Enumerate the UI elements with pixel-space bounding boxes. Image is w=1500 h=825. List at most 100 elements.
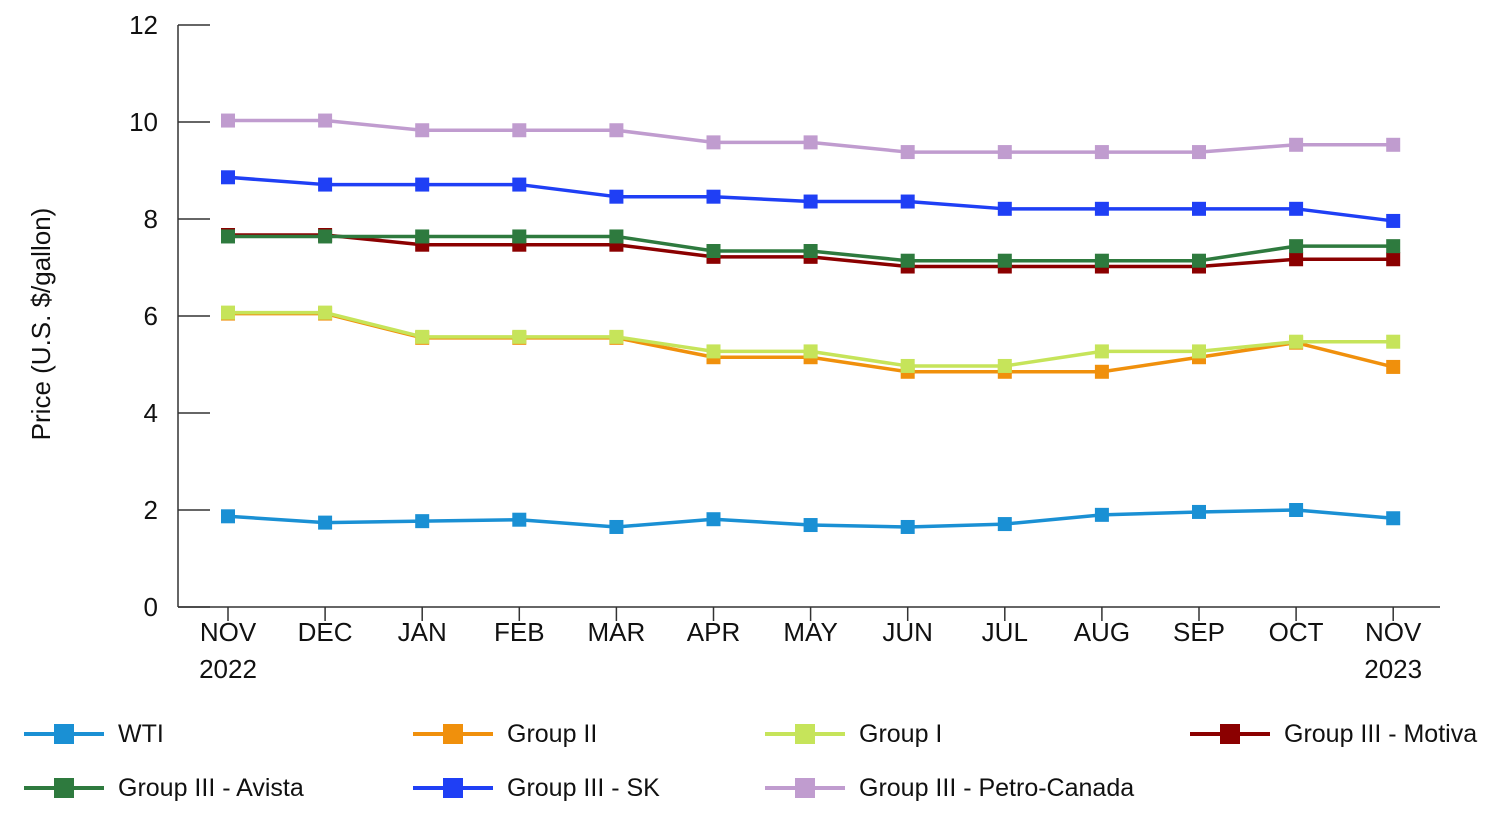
legend-swatch	[24, 776, 104, 800]
x-tick-label: JAN	[398, 617, 447, 647]
x-tick-label: FEB	[494, 617, 545, 647]
legend-swatch	[413, 776, 493, 800]
data-point	[706, 189, 721, 204]
data-point	[900, 145, 915, 160]
line-chart: 0 2 4 6 8 10 12 NOV 2022 DEC JAN FEB MAR APR MAY JUN JUL…	[26, 10, 1440, 684]
data-point	[997, 201, 1012, 216]
data-point	[900, 519, 915, 534]
legend-item-group-iii-avista: Group III - Avista	[24, 768, 304, 808]
data-point	[221, 509, 235, 524]
legend-swatch	[765, 722, 845, 746]
y-tick-label: 12	[129, 10, 158, 40]
data-point	[706, 344, 721, 359]
data-point	[803, 194, 818, 209]
data-point	[1289, 334, 1304, 349]
x-tick-label: DEC	[298, 617, 353, 647]
legend-swatch-marker	[795, 778, 815, 798]
data-point	[609, 229, 624, 244]
data-point	[318, 305, 333, 320]
data-point	[1289, 252, 1304, 267]
y-tick-label: 10	[129, 107, 158, 137]
y-axis-title: Price (U.S. $/gallon)	[26, 208, 56, 441]
data-point	[221, 229, 235, 244]
data-point	[512, 512, 527, 527]
data-point	[803, 244, 818, 259]
legend-item-wti: WTI	[24, 714, 164, 754]
legend-label: Group III - Petro-Canada	[859, 773, 1135, 802]
data-point	[318, 177, 333, 192]
y-tick-label: 0	[144, 592, 158, 622]
series-wti	[221, 503, 1401, 534]
legend-swatch	[24, 722, 104, 746]
data-point	[1386, 239, 1401, 254]
legend-swatch-marker	[1220, 724, 1240, 744]
data-point	[1289, 201, 1304, 216]
series-group-i	[221, 305, 1401, 373]
legend-label: WTI	[118, 719, 164, 748]
data-point	[900, 253, 915, 268]
data-point	[997, 517, 1012, 532]
legend-item-group-iii-petro-canada: Group III - Petro-Canada	[765, 768, 1134, 808]
data-point	[512, 329, 527, 344]
data-point	[512, 177, 527, 192]
data-point	[1192, 344, 1206, 359]
data-point	[415, 514, 430, 529]
axes-layer: 0 2 4 6 8 10 12 NOV 2022 DEC JAN FEB MAR APR MAY JUN JUL…	[129, 10, 1440, 684]
data-point	[997, 145, 1012, 160]
series-group-iii-avista	[221, 229, 1401, 268]
legend-label: Group III - SK	[507, 773, 660, 802]
x-tick-label: SEP	[1173, 617, 1225, 647]
data-point	[609, 329, 624, 344]
y-tick-label: 8	[144, 204, 158, 234]
x-tick-label: MAR	[588, 617, 646, 647]
data-point	[415, 329, 430, 344]
legend-item-group-ii: Group II	[413, 714, 597, 754]
x-tick-label: JUN	[882, 617, 933, 647]
data-point	[1192, 253, 1206, 268]
data-point	[1386, 334, 1401, 349]
data-point	[415, 177, 430, 192]
x-tick-label: AUG	[1074, 617, 1130, 647]
data-point	[803, 135, 818, 150]
data-point	[1386, 213, 1401, 228]
data-point	[221, 305, 235, 320]
legend-label: Group III - Avista	[118, 773, 304, 802]
x-tick-label: JUL	[982, 617, 1028, 647]
x-tick-label: NOV	[200, 617, 257, 647]
data-point	[512, 229, 527, 244]
data-point	[318, 515, 333, 530]
legend-label: Group I	[859, 719, 943, 748]
legend-item-group-iii-motiva: Group III - Motiva	[1190, 714, 1477, 754]
data-point	[1386, 137, 1401, 152]
data-point	[1094, 344, 1109, 359]
legend: WTI Group II Group I Group III - Motiva Grou…	[0, 700, 1500, 820]
data-point	[512, 123, 527, 138]
x-tick-label: NOV	[1365, 617, 1422, 647]
legend-swatch-marker	[443, 724, 463, 744]
data-point	[1289, 137, 1304, 152]
data-point	[900, 358, 915, 373]
series-group-iii-sk	[221, 170, 1401, 228]
x-tick-label: OCT	[1269, 617, 1324, 647]
data-point	[997, 253, 1012, 268]
data-point	[1386, 359, 1401, 374]
data-point	[1386, 252, 1401, 267]
legend-swatch-marker	[795, 724, 815, 744]
x-tick-year-label: 2023	[1364, 654, 1422, 684]
data-point	[1094, 507, 1109, 522]
series-layer	[221, 113, 1401, 534]
legend-swatch	[1190, 722, 1270, 746]
legend-label: Group III - Motiva	[1284, 719, 1478, 748]
legend-label: Group II	[507, 719, 598, 748]
data-point	[706, 512, 721, 527]
data-point	[1094, 364, 1109, 379]
legend-swatch-marker	[443, 778, 463, 798]
data-point	[1386, 511, 1401, 526]
legend-swatch	[413, 722, 493, 746]
data-point	[1192, 201, 1206, 216]
legend-item-group-i: Group I	[765, 714, 942, 754]
data-point	[609, 123, 624, 138]
data-point	[1094, 145, 1109, 160]
data-point	[803, 518, 818, 533]
y-tick-label: 2	[144, 495, 158, 525]
